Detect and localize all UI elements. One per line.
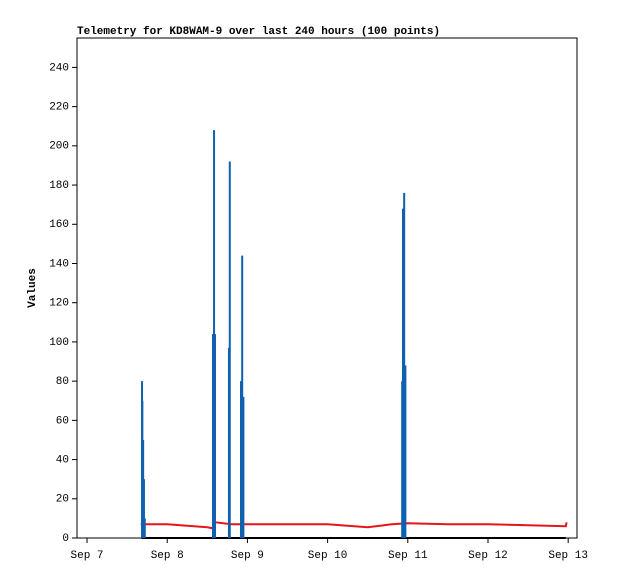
series-line	[140, 521, 568, 530]
y-tick-label: 120	[49, 298, 69, 310]
y-tick-label: 20	[56, 494, 69, 506]
y-tick-label: 240	[49, 62, 69, 74]
y-tick-label: 0	[62, 533, 69, 545]
y-tick-label: 140	[49, 258, 69, 270]
y-tick-label: 100	[49, 337, 69, 349]
y-tick-label: 180	[49, 180, 69, 192]
x-tick-label: Sep 10	[308, 550, 348, 562]
y-tick-label: 80	[56, 376, 69, 388]
y-axis-label: Values	[27, 268, 39, 308]
y-tick-label: 40	[56, 454, 69, 466]
x-tick-label: Sep 7	[71, 550, 104, 562]
x-tick-label: Sep 9	[231, 550, 264, 562]
x-tick-label: Sep 12	[468, 550, 508, 562]
x-tick-label: Sep 11	[388, 550, 428, 562]
x-tick-label: Sep 8	[151, 550, 184, 562]
x-tick-label: Sep 13	[548, 550, 588, 562]
y-tick-label: 160	[49, 219, 69, 231]
y-tick-label: 200	[49, 141, 69, 153]
chart-title: Telemetry for KD8WAM-9 over last 240 hou…	[77, 26, 440, 38]
y-tick-label: 60	[56, 415, 69, 427]
y-tick-label: 220	[49, 102, 69, 114]
